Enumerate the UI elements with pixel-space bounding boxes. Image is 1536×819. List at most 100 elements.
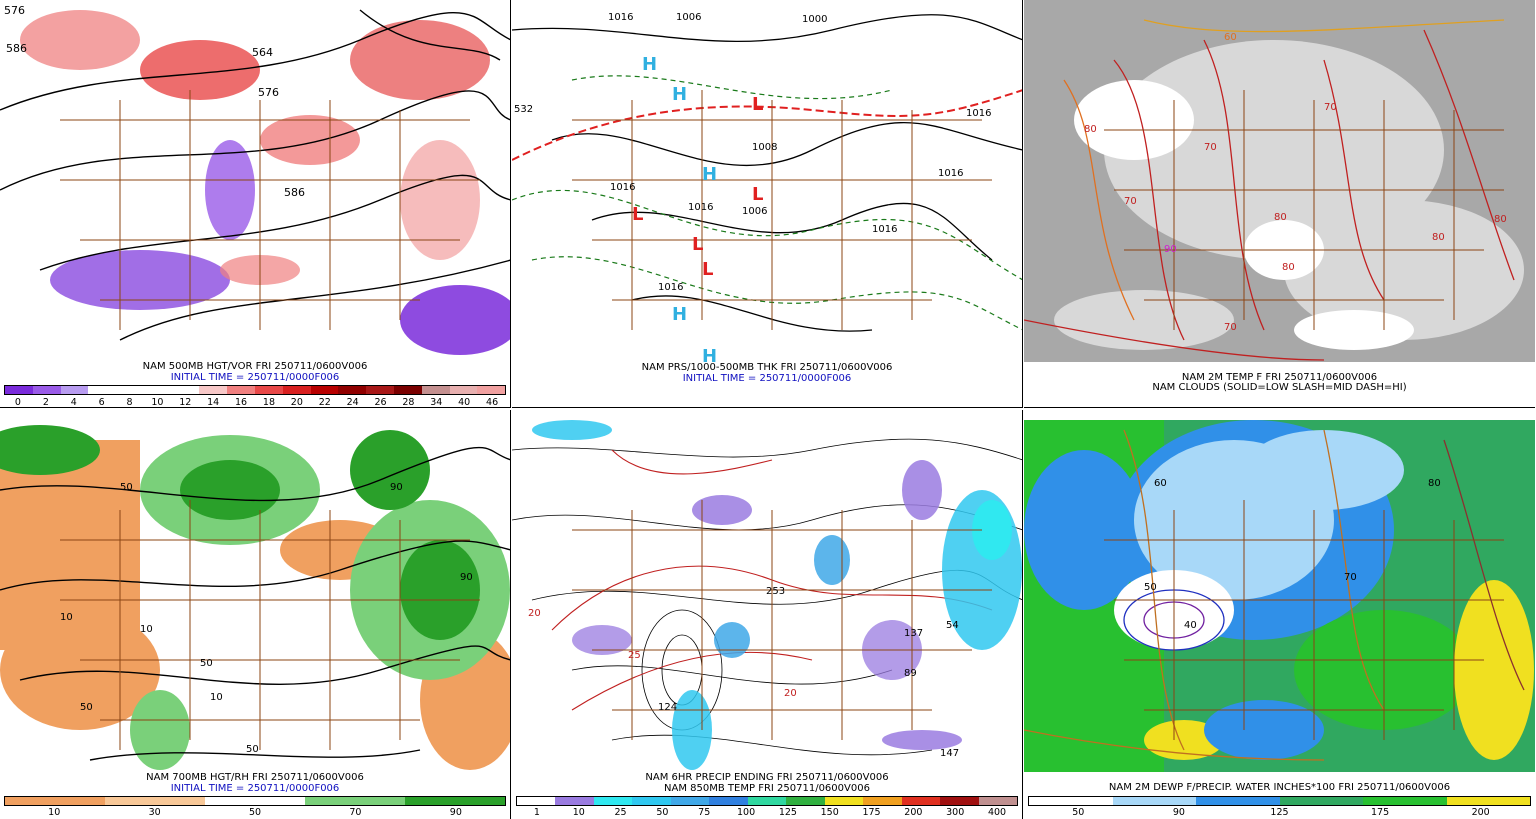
panel-initial-time: INITIAL TIME = 250711/0000F006 [682, 373, 852, 384]
legend-swatch [1279, 797, 1363, 805]
legend-swatch [88, 386, 117, 394]
precip-amount: 54 [946, 620, 959, 631]
legend-swatch [1196, 797, 1280, 805]
temp-label: 80 [1274, 212, 1287, 223]
legend-swatch [632, 797, 671, 805]
legend-swatch [393, 386, 422, 394]
isobar-label: 1000 [802, 14, 827, 25]
panel-title: NAM PRS/1000-500MB THK FRI 250711/0600V0… [641, 362, 893, 373]
legend-ticks: 10 30 50 70 90 [4, 807, 506, 818]
legend-tick-label: 90 [1172, 807, 1185, 818]
svg-text:H: H [702, 346, 717, 367]
legend-tick-label: 125 [1270, 807, 1289, 818]
dewpoint-label: 70 [1344, 572, 1357, 583]
legend-tick-label: 75 [698, 807, 711, 818]
legend-swatch [709, 797, 748, 805]
contour-label: 576 [4, 4, 25, 17]
temp-label: 80 [1432, 232, 1445, 243]
rh-fill [0, 425, 510, 770]
legend-swatch [143, 386, 172, 394]
map-precip: 20 25 253 137 89 54 147 124 20 [512, 420, 1022, 770]
panel-subtitle: NAM CLOUDS (SOLID=LOW SLASH=MID DASH=HI) [1152, 382, 1407, 393]
legend-swatch [227, 386, 256, 394]
legend-swatch [824, 797, 864, 805]
legend-swatch [310, 386, 339, 394]
legend-tick-label: 10 [572, 807, 585, 818]
svg-text:L: L [752, 94, 763, 115]
legend-swatch [555, 797, 594, 805]
legend-swatch [449, 386, 478, 394]
legend-tick-label: 1 [533, 807, 540, 818]
height-contours [0, 446, 510, 761]
panel-6hr-precip: 20 25 253 137 89 54 147 124 20 NAM 6HR P… [512, 410, 1023, 819]
legend-tick-label: 34 [430, 397, 443, 408]
panel-title: NAM 700MB HGT/RH FRI 250711/0600V006 [146, 772, 364, 783]
legend-swatch [255, 386, 283, 394]
legend-tick-label: 50 [656, 807, 669, 818]
legend-swatch [338, 386, 367, 394]
legend-tick-label: 20 [290, 397, 303, 408]
legend-swatch [105, 797, 205, 805]
panel-initial-time: INITIAL TIME = 250711/0000F006 [170, 372, 340, 383]
legend-swatch [593, 797, 633, 805]
precip-amount: 147 [940, 748, 959, 759]
isobar-label: 1016 [688, 202, 713, 213]
isobar-label: 1008 [752, 142, 777, 153]
map-pressure: HH HH H LL LL L 1016 1006 1000 1016 1006… [512, 12, 1022, 367]
panel-2m-temp-clouds: 80 70 80 70 90 80 70 80 80 60 70 NAM 2M … [1024, 0, 1535, 408]
thickness-lines [512, 75, 1022, 331]
state-borders [60, 500, 480, 750]
panel-title: NAM 2M DEWP F/PRECIP. WATER INCHES*100 F… [1108, 782, 1451, 793]
legend-tick-label: 28 [402, 397, 415, 408]
svg-text:L: L [692, 234, 703, 255]
legend-tick-label: 26 [374, 397, 387, 408]
precip-amount: 137 [904, 628, 923, 639]
legend-tick-label: 22 [318, 397, 331, 408]
temp-label: 80 [1282, 262, 1295, 273]
temp-label: 80 [1494, 214, 1507, 225]
legend-swatch [32, 386, 61, 394]
temp-label: 70 [1324, 102, 1337, 113]
isobar-label: 1016 [966, 108, 991, 119]
contour-label: 564 [252, 46, 273, 59]
contour-label: 586 [284, 186, 305, 199]
svg-text:L: L [632, 204, 643, 225]
state-borders [60, 90, 480, 330]
legend-swatch [978, 797, 1018, 805]
legend-ticks: 1 10 25 50 75 100 125 150 175 200 300 400 [516, 807, 1018, 818]
temp-label: 70 [1124, 196, 1137, 207]
front-line [512, 89, 1022, 161]
isobar-label: 1016 [938, 168, 963, 179]
legend-tick-label: 8 [126, 397, 133, 408]
legend-tick-label: 400 [987, 807, 1007, 818]
dewpoint-label: 50 [1144, 582, 1157, 593]
legend-swatch [477, 386, 506, 394]
map-temp-clouds: 80 70 80 70 90 80 70 80 80 60 70 [1024, 0, 1535, 362]
panel-title: NAM 2M TEMP F FRI 250711/0600V006 [1181, 372, 1378, 383]
legend-swatch [199, 386, 228, 394]
legend-tick-label: 24 [346, 397, 359, 408]
legend-tick-label: 50 [248, 807, 262, 818]
cloud-cover [1054, 40, 1524, 350]
legend-tick-label: 175 [1371, 807, 1390, 818]
legend-tick-label: 6 [98, 397, 105, 408]
legend-swatch [366, 386, 394, 394]
legend-swatch [5, 386, 33, 394]
legend-ticks: 50 90 125 175 200 [1028, 807, 1531, 818]
isobar-label: 1006 [676, 12, 701, 23]
precip-amount: 124 [658, 702, 677, 713]
rh-label: 50 [200, 658, 213, 669]
pressure-centers: HH HH H LL LL L [632, 54, 763, 367]
isobar-label: 1016 [658, 282, 683, 293]
panel-dewpoint-pw: 60 70 80 50 40 NAM 2M DEWP F/PRECIP. WAT… [1024, 410, 1535, 819]
svg-text:H: H [672, 304, 687, 325]
temp-label: 90 [1164, 244, 1177, 255]
contour-label: 586 [6, 42, 27, 55]
legend-tick-label: 14 [207, 397, 220, 408]
precip-amount: 253 [766, 586, 785, 597]
isobar-label: 1006 [742, 206, 767, 217]
isobar-label: 1016 [872, 224, 897, 235]
legend-swatch [901, 797, 941, 805]
svg-text:H: H [642, 54, 657, 75]
vorticity-fill [20, 10, 510, 355]
